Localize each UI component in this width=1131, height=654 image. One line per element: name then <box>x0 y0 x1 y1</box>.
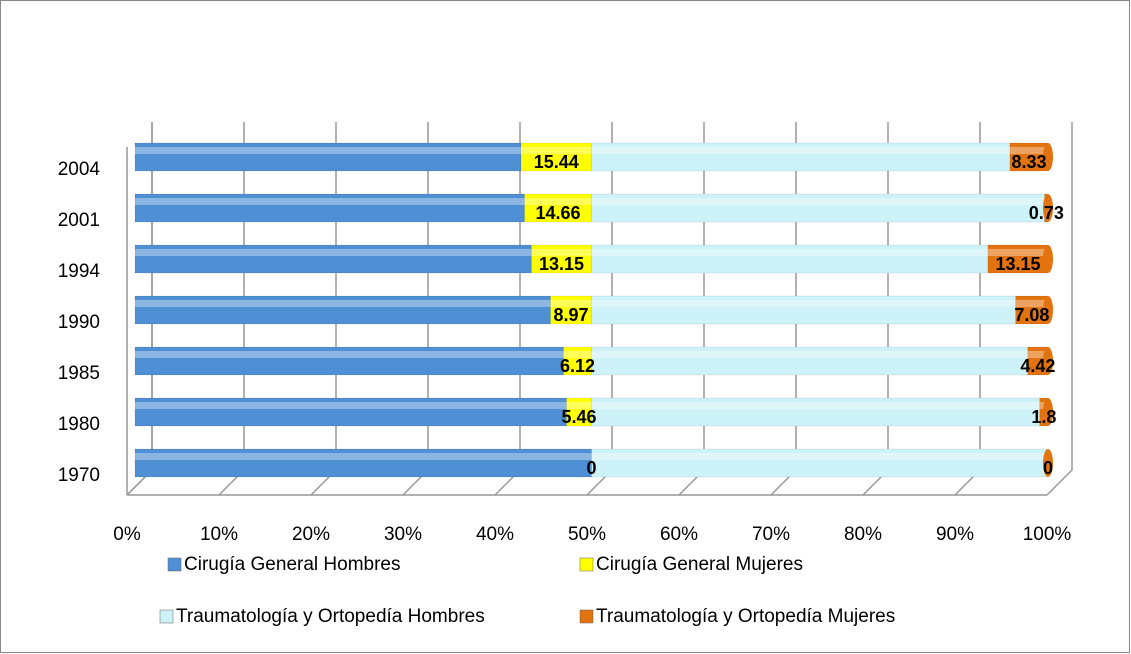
bars <box>134 142 1053 478</box>
bar-shine <box>135 198 525 205</box>
bar-shine <box>591 351 1028 358</box>
bar-segment <box>134 346 564 376</box>
legend-marker <box>579 557 594 572</box>
bar-segment <box>987 244 1049 274</box>
data-label: 8.97 <box>554 305 589 325</box>
x-tick-label: 10% <box>200 524 238 545</box>
bar-shine <box>135 351 564 358</box>
bar-segment <box>531 244 592 274</box>
data-label: 0 <box>586 458 596 478</box>
bar-shine <box>550 300 592 307</box>
bar-shine <box>521 147 592 154</box>
x-tick-label: 100% <box>1023 524 1072 545</box>
bar-segment <box>566 397 592 427</box>
bar-segment <box>591 142 1011 172</box>
bar-shine <box>531 249 592 256</box>
bar-shine <box>987 249 1048 256</box>
bar-shine <box>591 198 1045 205</box>
bar-segment <box>591 448 1049 478</box>
legend-label: Cirugía General Hombres <box>184 554 400 575</box>
bar-segment <box>524 193 592 223</box>
bar-segment <box>134 193 525 223</box>
y-tick-label: 2001 <box>58 210 100 231</box>
bar-segment <box>134 397 567 427</box>
x-tick-label: 50% <box>568 524 606 545</box>
x-tick-label: 70% <box>752 524 790 545</box>
x-tick-label: 90% <box>936 524 974 545</box>
data-label: 13.15 <box>539 254 584 274</box>
bar-cap <box>1043 398 1053 426</box>
bar-shine <box>591 402 1040 409</box>
legend-marker <box>579 609 594 624</box>
y-tick-label: 1985 <box>58 363 100 384</box>
bar-cap <box>1043 296 1053 324</box>
bar-segment <box>134 142 522 172</box>
bar-shine <box>591 453 1048 460</box>
bar-segment <box>591 193 1045 223</box>
bar-cap <box>1043 143 1053 171</box>
bar-segment <box>591 346 1029 376</box>
bar-segment <box>134 244 532 274</box>
x-tick-label: 80% <box>844 524 882 545</box>
bar-segment <box>1009 142 1049 172</box>
bar-shine <box>1015 300 1048 307</box>
data-label: 7.08 <box>1014 305 1049 325</box>
bar-shine <box>566 402 592 409</box>
x-tick-label: 30% <box>384 524 422 545</box>
bar-shine <box>135 453 592 460</box>
bar-shine <box>135 147 522 154</box>
legend-label: Cirugía General Mujeres <box>596 554 803 575</box>
bar-cap <box>1043 347 1053 375</box>
x-tick-label: 40% <box>476 524 514 545</box>
data-label: 8.33 <box>1011 152 1046 172</box>
legend-marker <box>167 557 182 572</box>
bar-shine <box>1027 351 1048 358</box>
data-label: 0.73 <box>1029 203 1064 223</box>
data-label: 15.44 <box>534 152 579 172</box>
bar-shine <box>563 351 592 358</box>
bar-shine <box>135 249 532 256</box>
labels: 0% 10% 20% 30% 40% 50% 60% 70% 80% 90% 100% 1970 0 0 1… <box>58 152 1072 627</box>
legend-label: Traumatología y Ortopedía Mujeres <box>596 606 895 627</box>
x-tick-label: 20% <box>292 524 330 545</box>
data-label: 6.12 <box>560 356 595 376</box>
y-tick-label: 1980 <box>58 414 100 435</box>
y-tick-label: 1970 <box>58 465 100 486</box>
y-tick-label: 2004 <box>58 159 101 180</box>
bar-segment <box>134 295 551 325</box>
bar-shine <box>591 147 1010 154</box>
bar-shine <box>135 300 551 307</box>
x-tick-label: 60% <box>660 524 698 545</box>
bar-cap <box>1043 449 1053 477</box>
bar-segment <box>563 346 592 376</box>
bar-shine <box>524 198 592 205</box>
grid-line <box>1046 122 1073 496</box>
bar-segment <box>550 295 592 325</box>
data-label: 0 <box>1043 458 1053 478</box>
data-label: 13.15 <box>995 254 1040 274</box>
bar-segment <box>520 142 592 172</box>
bar-shine <box>135 402 567 409</box>
x-tick-label: 0% <box>113 524 141 545</box>
data-label: 14.66 <box>536 203 581 223</box>
bar-segment <box>591 244 989 274</box>
data-label: 4.42 <box>1020 356 1055 376</box>
y-tick-label: 1994 <box>58 261 101 282</box>
data-label: 1.8 <box>1031 407 1056 427</box>
bar-shine <box>591 249 988 256</box>
bar-cap <box>1043 194 1053 222</box>
bar-cap <box>1043 245 1053 273</box>
y-tick-label: 1990 <box>58 312 100 333</box>
bar-shine <box>1009 147 1048 154</box>
data-label: 5.46 <box>562 407 597 427</box>
bar-segment <box>1015 295 1049 325</box>
legend-label: Traumatología y Ortopedía Hombres <box>176 606 485 627</box>
bar-shine <box>591 300 1016 307</box>
legend-marker <box>159 609 174 624</box>
